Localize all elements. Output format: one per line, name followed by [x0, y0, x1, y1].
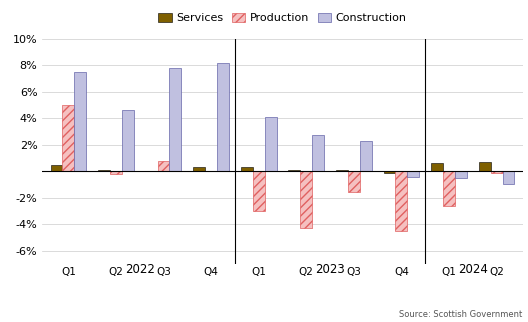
Text: Source: Scottish Government: Source: Scottish Government: [400, 310, 523, 319]
Bar: [395, 171, 408, 231]
Text: 2023: 2023: [315, 263, 345, 276]
Bar: [336, 170, 348, 171]
Bar: [288, 170, 300, 171]
Bar: [193, 167, 205, 171]
Bar: [312, 136, 324, 171]
Bar: [360, 141, 372, 171]
Bar: [62, 105, 74, 171]
Bar: [169, 68, 182, 171]
Bar: [503, 171, 514, 185]
Bar: [408, 171, 419, 176]
Bar: [383, 171, 395, 173]
Text: 2024: 2024: [458, 263, 488, 276]
Bar: [455, 171, 467, 178]
Bar: [491, 171, 503, 173]
Bar: [110, 171, 122, 174]
Bar: [300, 171, 312, 228]
Bar: [51, 165, 62, 171]
Bar: [157, 161, 169, 171]
Bar: [348, 171, 360, 193]
Bar: [241, 167, 253, 171]
Bar: [443, 171, 455, 206]
Bar: [265, 117, 277, 171]
Bar: [431, 163, 443, 171]
Legend: Services, Production, Construction: Services, Production, Construction: [154, 8, 411, 27]
Bar: [98, 170, 110, 171]
Bar: [253, 171, 265, 211]
Bar: [479, 162, 491, 171]
Text: 2022: 2022: [125, 263, 155, 276]
Bar: [74, 72, 86, 171]
Bar: [122, 110, 134, 171]
Bar: [217, 62, 229, 171]
